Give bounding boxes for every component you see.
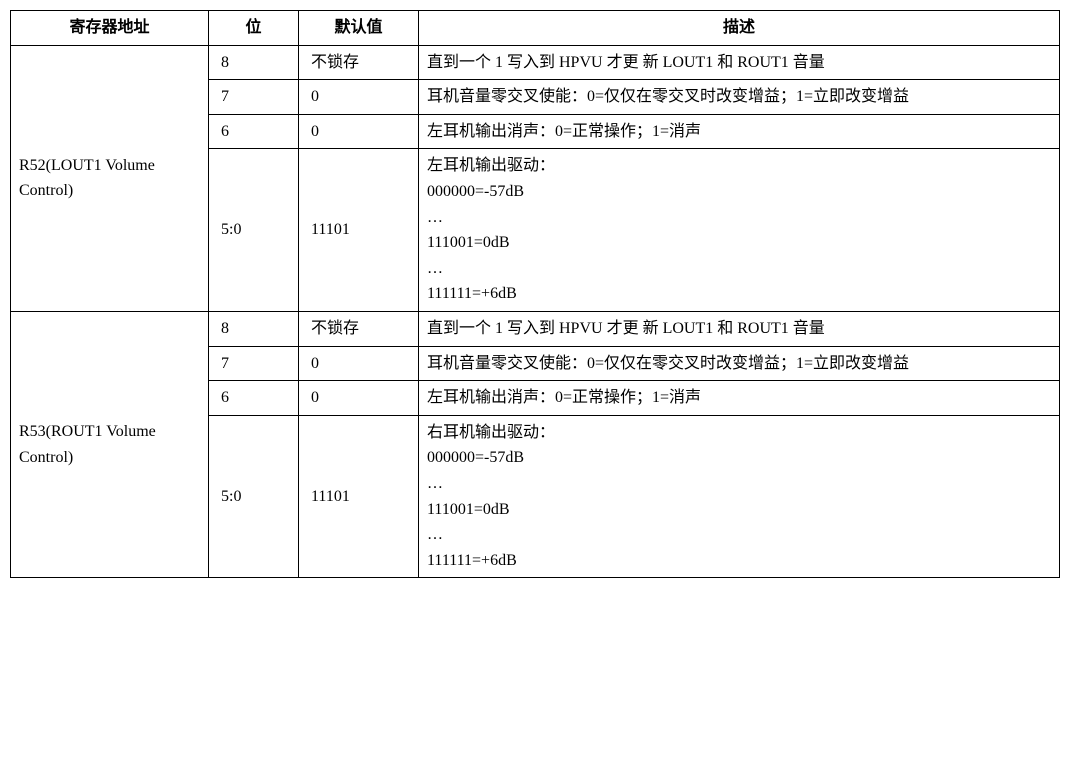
bit-cell: 7: [209, 80, 299, 115]
register-table: 寄存器地址 位 默认值 描述 R52(LOUT1 Volume Control)…: [10, 10, 1060, 578]
bit-cell: 8: [209, 45, 299, 80]
default-cell: 0: [299, 114, 419, 149]
table-row: R53(ROUT1 Volume Control) 8 不锁存 直到一个 1 写…: [11, 311, 1060, 346]
desc-cell: 左耳机输出消声：0=正常操作；1=消声: [419, 381, 1060, 416]
table-row: R52(LOUT1 Volume Control) 8 不锁存 直到一个 1 写…: [11, 45, 1060, 80]
header-bit: 位: [209, 11, 299, 46]
register-name-cell: R53(ROUT1 Volume Control): [11, 311, 209, 577]
bit-cell: 7: [209, 346, 299, 381]
bit-cell: 5:0: [209, 149, 299, 312]
desc-cell: 直到一个 1 写入到 HPVU 才更 新 LOUT1 和 ROUT1 音量: [419, 311, 1060, 346]
bit-cell: 8: [209, 311, 299, 346]
desc-cell: 左耳机输出驱动： 000000=-57dB … 111001=0dB … 111…: [419, 149, 1060, 312]
desc-cell: 耳机音量零交叉使能：0=仅仅在零交叉时改变增益；1=立即改变增益: [419, 80, 1060, 115]
default-cell: 11101: [299, 149, 419, 312]
default-cell: 不锁存: [299, 45, 419, 80]
default-cell: 11101: [299, 415, 419, 578]
bit-cell: 6: [209, 381, 299, 416]
desc-cell: 耳机音量零交叉使能：0=仅仅在零交叉时改变增益；1=立即改变增益: [419, 346, 1060, 381]
bit-cell: 6: [209, 114, 299, 149]
default-cell: 不锁存: [299, 311, 419, 346]
bit-cell: 5:0: [209, 415, 299, 578]
table-header-row: 寄存器地址 位 默认值 描述: [11, 11, 1060, 46]
default-cell: 0: [299, 80, 419, 115]
header-addr: 寄存器地址: [11, 11, 209, 46]
header-desc: 描述: [419, 11, 1060, 46]
default-cell: 0: [299, 381, 419, 416]
desc-cell: 右耳机输出驱动： 000000=-57dB … 111001=0dB … 111…: [419, 415, 1060, 578]
header-def: 默认值: [299, 11, 419, 46]
desc-cell: 左耳机输出消声：0=正常操作；1=消声: [419, 114, 1060, 149]
default-cell: 0: [299, 346, 419, 381]
register-name-cell: R52(LOUT1 Volume Control): [11, 45, 209, 311]
desc-cell: 直到一个 1 写入到 HPVU 才更 新 LOUT1 和 ROUT1 音量: [419, 45, 1060, 80]
